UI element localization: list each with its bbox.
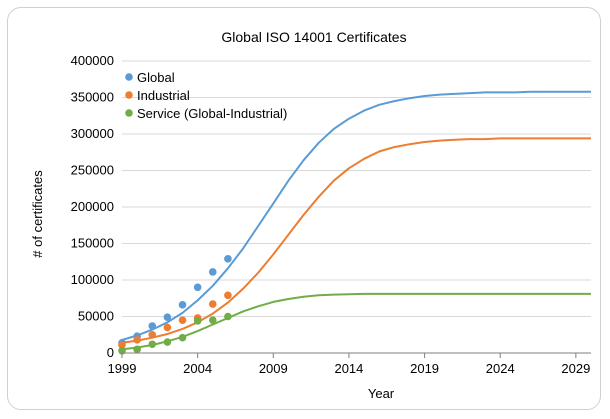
data-point xyxy=(208,300,217,308)
x-tick-label: 2019 xyxy=(410,361,439,376)
fit-curves xyxy=(121,90,591,351)
data-point xyxy=(193,283,202,292)
fit-curve xyxy=(121,292,591,351)
y-tick-label: 100000 xyxy=(71,272,114,287)
y-tick-label: 0 xyxy=(107,345,114,360)
y-tick-label: 150000 xyxy=(71,236,114,251)
data-point xyxy=(224,255,232,263)
data-point xyxy=(178,301,187,309)
fit-curve xyxy=(121,90,591,341)
x-tick-label: 2004 xyxy=(183,361,212,376)
x-tick-label: 2024 xyxy=(486,361,515,376)
data-point xyxy=(163,323,172,332)
data-point xyxy=(133,345,141,354)
data-point xyxy=(208,316,217,324)
data-point xyxy=(148,340,157,349)
legend-marker xyxy=(125,109,133,117)
iso14001-chart: Global ISO 14001 Certificates 0 50000 1000… xyxy=(30,29,591,401)
data-point xyxy=(193,317,202,325)
x-tick-label: 1999 xyxy=(108,361,137,376)
data-point xyxy=(178,316,187,324)
x-axis-title: Year xyxy=(368,386,395,401)
data-point xyxy=(148,330,157,339)
data-point xyxy=(118,341,126,349)
x-tick-label: 2014 xyxy=(334,361,363,376)
fit-curve xyxy=(121,137,591,344)
data-point xyxy=(148,322,157,330)
x-tick-label: 2009 xyxy=(259,361,288,376)
data-points xyxy=(118,255,232,355)
x-tick-label: 2029 xyxy=(561,361,590,376)
legend-label: Global xyxy=(137,70,175,85)
data-point xyxy=(208,268,217,276)
data-point xyxy=(224,291,232,300)
data-point xyxy=(224,312,232,321)
data-point xyxy=(178,333,187,342)
chart-frame: Global ISO 14001 Certificates 0 50000 1000… xyxy=(7,7,601,410)
legend-marker xyxy=(125,91,133,99)
y-tick-label: 350000 xyxy=(71,90,114,105)
legend: Global Industrial Service (Global-Industri… xyxy=(125,70,287,121)
y-tick-label: 250000 xyxy=(71,163,114,178)
legend-marker xyxy=(125,73,133,81)
y-tick-label: 200000 xyxy=(71,199,114,214)
y-axis-title: # of certificates xyxy=(30,170,45,258)
data-point xyxy=(163,313,172,322)
data-point xyxy=(133,336,141,344)
y-tick-label: 50000 xyxy=(78,309,114,324)
gridlines xyxy=(122,60,591,317)
y-tick-label: 400000 xyxy=(71,53,114,68)
legend-label: Industrial xyxy=(137,88,190,103)
axes: 0 50000 100000 150000 200000 250000 300000 3500… xyxy=(71,53,591,376)
chart-title: Global ISO 14001 Certificates xyxy=(221,29,406,45)
y-tick-label: 300000 xyxy=(71,126,114,141)
legend-label: Service (Global-Industrial) xyxy=(137,106,287,121)
data-point xyxy=(163,338,172,346)
